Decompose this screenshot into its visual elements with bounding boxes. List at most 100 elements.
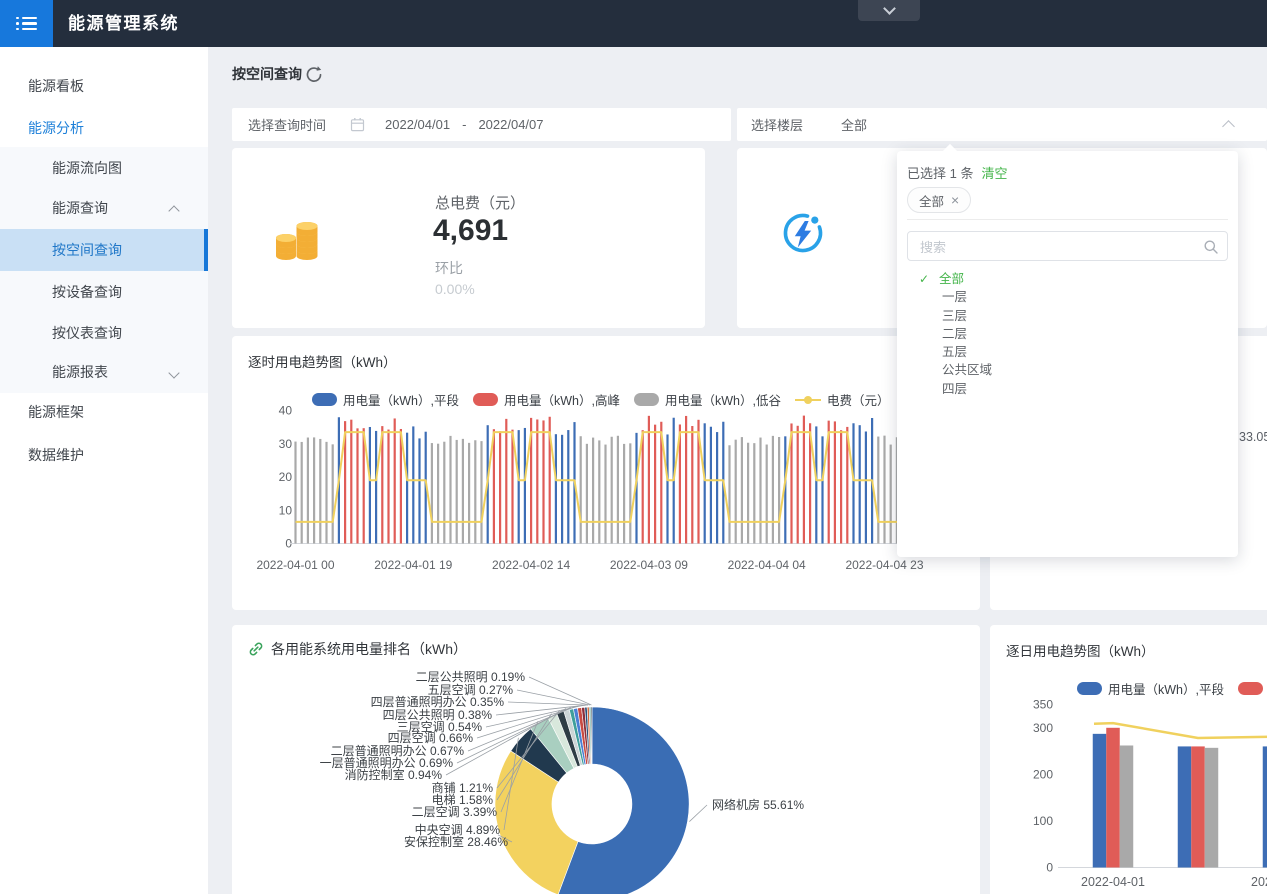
sidebar-item-query-by-device[interactable]: 按设备查询 (0, 271, 208, 313)
floor-option-label: 三层 (942, 309, 967, 323)
svg-text:2022-04-01 00: 2022-04-01 00 (256, 558, 334, 572)
search-icon (1203, 239, 1219, 255)
sidebar-item-label: 按仪表查询 (52, 325, 122, 341)
svg-text:100: 100 (1033, 814, 1053, 828)
svg-text:四层公共照明 0.38%: 四层公共照明 0.38% (383, 708, 493, 722)
svg-text:2022-04-04 04: 2022-04-04 04 (728, 558, 806, 572)
refresh-button[interactable] (305, 65, 323, 83)
svg-text:10: 10 (279, 503, 293, 517)
floor-option[interactable]: ✓ 全部 (897, 270, 1238, 288)
sidebar-item-energy-flow[interactable]: 能源流向图 (0, 147, 208, 189)
floor-option-label: 五层 (942, 345, 967, 359)
sidebar-item-label: 能源报表 (52, 364, 108, 380)
floor-option-label: 全部 (939, 272, 964, 286)
svg-text:30: 30 (279, 437, 293, 451)
svg-text:二层公共照明 0.19%: 二层公共照明 0.19% (416, 670, 526, 684)
hourly-trend-chart[interactable]: 0102030402022-04-01 002022-04-01 192022-… (232, 336, 980, 610)
floor-option-label: 公共区域 (942, 363, 992, 377)
coins-icon (275, 210, 321, 265)
dropdown-divider (907, 219, 1228, 220)
time-range-separator: - (462, 117, 466, 132)
sidebar-item-label: 能源流向图 (52, 160, 122, 176)
time-filter-label: 选择查询时间 (248, 115, 326, 134)
sidebar-item-query-by-space[interactable]: 按空间查询 (0, 229, 208, 271)
svg-text:2022-04-03 09: 2022-04-03 09 (610, 558, 688, 572)
sidebar-item-query-by-meter[interactable]: 按仪表查询 (0, 312, 208, 354)
menu-toggle-button[interactable] (0, 0, 53, 47)
floor-option-label: 二层 (942, 327, 967, 341)
fee-card-title: 总电费（元） (435, 192, 525, 213)
sidebar-item-energy-query[interactable]: 能源查询 (0, 187, 208, 229)
floor-option[interactable]: 二层 (897, 325, 1238, 343)
svg-text:2022-04-01 19: 2022-04-01 19 (374, 558, 452, 572)
svg-text:300: 300 (1033, 721, 1053, 735)
main-content: 按空间查询 选择查询时间 2022/04/01 - 2022/04/07 选择楼… (208, 47, 1267, 894)
svg-text:200: 200 (1033, 767, 1053, 781)
clear-selection-button[interactable]: 清空 (981, 166, 1007, 181)
chevron-up-icon (168, 205, 179, 216)
floor-option[interactable]: 四层 (897, 380, 1238, 398)
fee-card-value: 4,691 (433, 214, 508, 248)
floor-filter-value: 全部 (841, 115, 867, 134)
floor-option[interactable]: 公共区域 (897, 361, 1238, 379)
sidebar-item-energy-report[interactable]: 能源报表 (0, 351, 208, 393)
fee-card-sub-value: 0.00% (435, 281, 475, 297)
sidebar-item-label: 能源框架 (28, 404, 84, 420)
svg-text:2022-04-03: 2022-04-03 (1251, 875, 1267, 889)
time-range-filter[interactable]: 选择查询时间 2022/04/01 - 2022/04/07 (232, 108, 731, 141)
topbar-user-menu-button[interactable] (858, 0, 920, 21)
chevron-down-icon (883, 2, 896, 15)
app: { "topbar": { "title": "能源管理系统" }, "icon… (0, 0, 1267, 894)
svg-text:0: 0 (1046, 861, 1053, 875)
svg-text:2022-04-02 14: 2022-04-02 14 (492, 558, 570, 572)
selected-tag-label: 全部 (919, 191, 944, 210)
page-title: 按空间查询 (232, 64, 302, 84)
sidebar-item-label: 按设备查询 (52, 284, 122, 300)
search-input[interactable] (918, 233, 1192, 261)
floor-option[interactable]: 一层 (897, 288, 1238, 306)
time-range-end: 2022/04/07 (478, 117, 543, 132)
refresh-icon (305, 65, 323, 83)
calendar-icon (350, 117, 365, 132)
sidebar-item-energy-framework[interactable]: 能源框架 (0, 391, 208, 433)
svg-text:网络机房 55.61%: 网络机房 55.61% (712, 797, 804, 812)
topbar: 能源管理系统 (0, 0, 1267, 47)
sidebar-item-label: 数据维护 (28, 447, 84, 463)
svg-text:40: 40 (279, 404, 293, 418)
svg-text:电梯 1.58%: 电梯 1.58% (432, 793, 494, 807)
partial-value-label: 33.05 (1239, 430, 1267, 444)
svg-text:三层空调 0.54%: 三层空调 0.54% (397, 720, 483, 734)
hamburger-icon (16, 14, 37, 34)
svg-text:二层普通照明办公 0.67%: 二层普通照明办公 0.67% (331, 743, 465, 758)
lightning-icon (780, 210, 826, 261)
daily-trend-chart[interactable]: 0 100 200 300 350 2022-04-01 2022-04-03 (990, 625, 1267, 894)
svg-text:中央空调 4.89%: 中央空调 4.89% (415, 822, 501, 837)
total-fee-card: 总电费（元） 4,691 环比 0.00% (232, 148, 705, 328)
dropdown-search (907, 231, 1228, 261)
svg-text:350: 350 (1033, 698, 1053, 712)
tag-close-icon[interactable]: × (951, 193, 959, 207)
floor-option-label: 四层 (942, 382, 967, 396)
sidebar-item-energy-dashboard[interactable]: 能源看板 (0, 65, 208, 107)
sidebar-item-label: 按空间查询 (52, 242, 122, 258)
chevron-down-icon (168, 367, 179, 378)
floor-option[interactable]: 三层 (897, 307, 1238, 325)
selected-tag[interactable]: 全部 × (907, 187, 971, 213)
svg-text:二层空调 3.39%: 二层空调 3.39% (412, 805, 498, 819)
sidebar-item-label: 能源分析 (28, 120, 84, 136)
checkmark-icon: ✓ (919, 270, 929, 288)
svg-text:商铺 1.21%: 商铺 1.21% (432, 780, 494, 795)
fee-card-sub-label: 环比 (435, 258, 463, 278)
sidebar-item-energy-analysis[interactable]: 能源分析 (0, 107, 208, 149)
sidebar-item-data-maintenance[interactable]: 数据维护 (0, 434, 208, 476)
svg-text:2022-04-01: 2022-04-01 (1081, 875, 1145, 889)
floor-option[interactable]: 五层 (897, 343, 1238, 361)
hourly-trend-panel: 逐时用电趋势图（kWh） 用电量（kWh）,平段用电量（kWh）,高峰用电量（k… (232, 336, 980, 610)
svg-text:2022-04-04 23: 2022-04-04 23 (845, 558, 923, 572)
floor-filter[interactable]: 选择楼层 全部 (737, 108, 1267, 141)
time-range-start: 2022/04/01 (385, 117, 450, 132)
ranking-pie-chart[interactable]: 网络机房 55.61%安保控制室 28.46%中央空调 4.89%二层空调 3.… (232, 625, 980, 894)
floor-filter-label: 选择楼层 (751, 115, 803, 134)
svg-text:20: 20 (279, 470, 293, 484)
sidebar-item-label: 能源看板 (28, 78, 84, 94)
